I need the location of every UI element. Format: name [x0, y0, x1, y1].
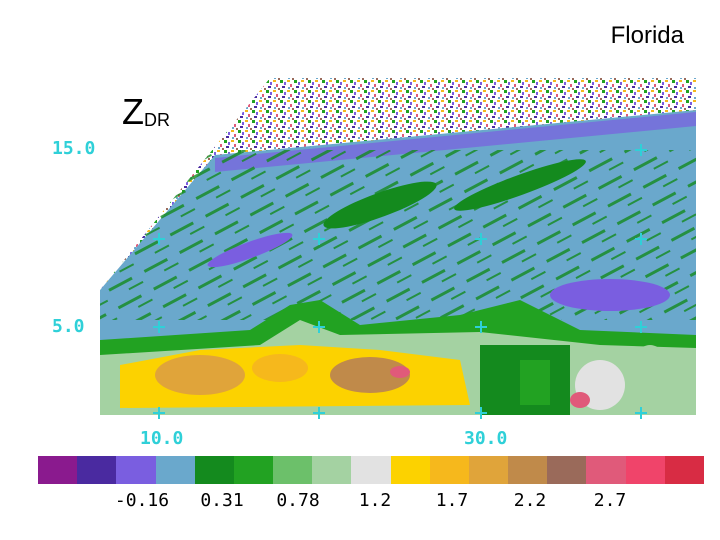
colorbar-swatch [468, 456, 509, 484]
variable-label: ZDR [122, 94, 170, 130]
colorbar-swatch [429, 456, 469, 484]
colorbar-tick-label: 1.2 [358, 490, 392, 511]
colorbar-swatch [312, 456, 352, 484]
colorbar-swatch [77, 456, 117, 484]
colorbar-swatch [664, 456, 704, 484]
colorbar-swatch [194, 456, 234, 484]
colorbar-swatch [390, 456, 430, 484]
y-tick-label: 15.0 [52, 138, 96, 159]
colorbar-tick-label: 2.2 [513, 490, 547, 511]
colorbar-swatch [38, 456, 78, 484]
variable-subscript: DR [144, 110, 170, 130]
colorbar-swatch [233, 456, 274, 484]
colorbar-swatch [508, 456, 548, 484]
region-title: Florida [610, 22, 684, 49]
colorbar-swatch [155, 456, 195, 484]
colorbar-tick-label: 0.78 [276, 490, 320, 511]
y-tick-label: 5.0 [52, 316, 85, 337]
colorbar-swatch [273, 456, 313, 484]
colorbar-tick-label: 1.7 [435, 490, 469, 511]
colorbar-tick-label: -0.16 [114, 490, 170, 511]
x-tick-label: 30.0 [464, 428, 508, 449]
grid-markers [153, 144, 647, 419]
colorbar-swatch [625, 456, 665, 484]
colorbar-tick-label: 0.31 [200, 490, 244, 511]
x-tick-label: 10.0 [140, 428, 184, 449]
colorbar-tick-label: 2.7 [593, 490, 627, 511]
colorbar [38, 456, 704, 484]
colorbar-swatch [586, 456, 626, 484]
radar-field [100, 78, 696, 415]
colorbar-tick-labels: -0.16 0.31 0.78 1.2 1.7 2.2 2.7 [0, 490, 720, 514]
variable-main: Z [122, 91, 144, 132]
colorbar-swatch [547, 456, 587, 484]
colorbar-swatch [351, 456, 391, 484]
colorbar-swatch [116, 456, 156, 484]
